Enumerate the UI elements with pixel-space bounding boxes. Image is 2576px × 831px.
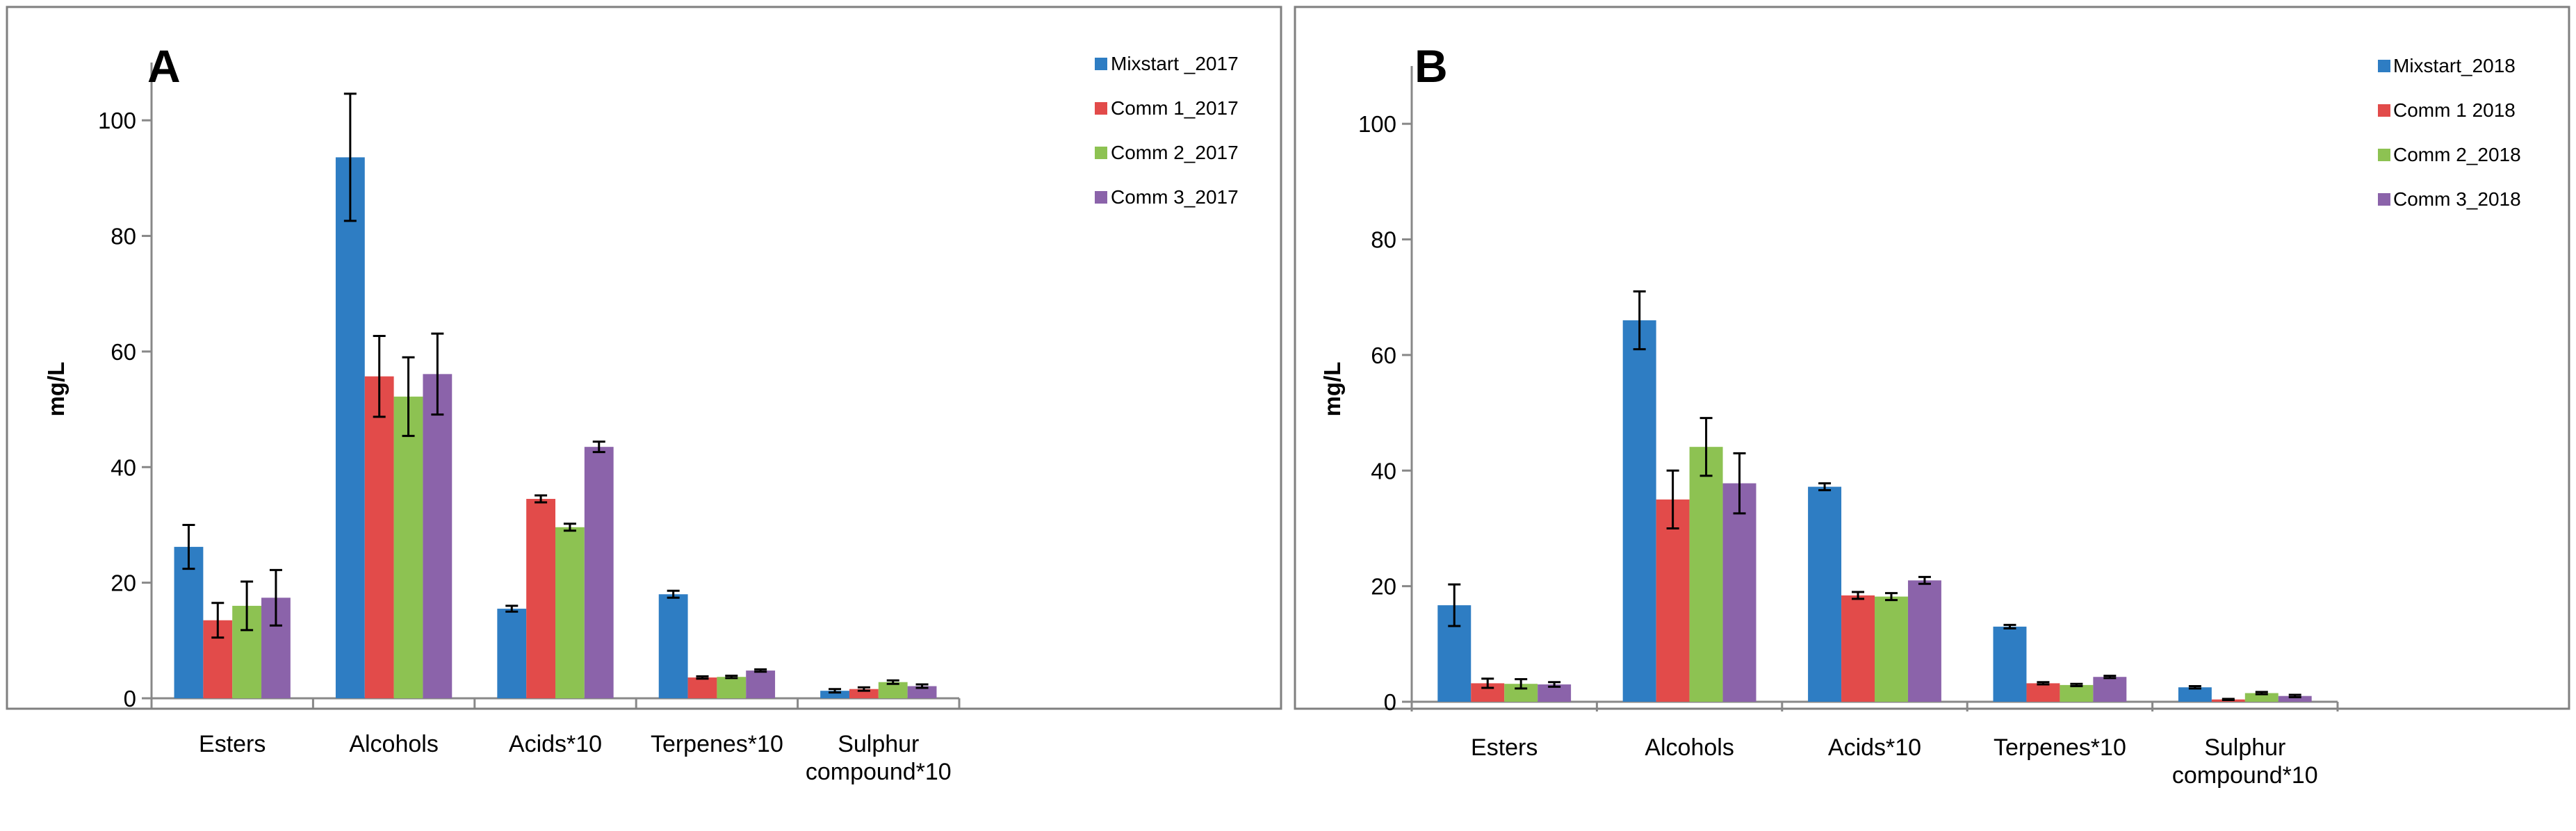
chart-a-bar [526,499,555,698]
chart-b-legend-swatch [2378,149,2390,161]
chart-b-legend-swatch [2378,60,2390,72]
chart-a-bar [497,609,527,698]
chart-a-category-label: Alcohols [349,731,439,757]
chart-a-legend-label: Comm 3_2017 [1111,186,1239,208]
chart-b-legend-swatch [2378,193,2390,206]
chart-b-bar [1993,626,2027,702]
chart-a-category-label: Acids*10 [509,731,602,757]
chart-b-y-tick-label: 80 [1371,227,1396,253]
chart-b-bar [1656,499,1690,702]
chart-a-svg: 0 20 40 60 80 100 Esters Alcohols Acids*10 Terpen… [6,6,1282,785]
chart-a-bar [584,447,614,698]
chart-b-bar [1722,483,1756,702]
chart-a-legend-swatch [1095,147,1107,159]
chart-b-bar [2026,683,2060,702]
chart-b-bar [1907,580,1941,702]
chart-a-bar [174,547,204,698]
chart-b-bar [2244,693,2279,702]
chart-b-bar [2060,684,2094,702]
chart-b-svg: 0 20 40 60 80 100 Esters Alcohols Acids*10 Terpen… [1294,6,2570,789]
chart-a-bar [849,689,879,698]
chart-a-legend-swatch [1095,58,1107,70]
chart-a-panel-label: A [147,40,181,92]
chart-b-bar [2178,687,2212,702]
chart-a-bar [717,677,747,698]
chart-a-bar [907,686,937,698]
chart-b-legend-swatch [2378,104,2390,117]
chart-b-bar [1808,486,1842,702]
chart-b-category-label: Acids*10 [1828,734,1921,761]
chart-a-bar [555,527,585,698]
chart-b-y-tick-label: 60 [1371,343,1396,368]
chart-a-legend-label: Comm 2_2017 [1111,142,1239,163]
chart-b-legend-label: Comm 3_2018 [2393,188,2521,210]
chart-b-legend-label: Mixstart_2018 [2393,55,2516,76]
chart-a-category-label: Esters [199,731,266,757]
chart-a-bar [393,396,423,698]
chart-b-y-axis-label: mg/L [1319,362,1345,417]
chart-b-bar [1875,596,1908,702]
chart-a-category-label: compound*10 [806,759,952,785]
chart-b-category-label: compound*10 [2172,762,2318,789]
chart-a-category-label: Sulphur [838,731,919,757]
chart-b-y-tick-label: 0 [1384,689,1396,715]
chart-a-legend-swatch [1095,191,1107,204]
chart-a-bar [658,594,688,698]
chart-a-y-tick-label: 0 [124,686,136,711]
chart-a-y-tick-label: 20 [111,570,136,596]
chart-b-bar [1622,320,1656,702]
chart-b-plot-frame [1294,6,2570,710]
chart-b-y-tick-label: 40 [1371,458,1396,484]
chart-a-y-tick-label: 40 [111,454,136,480]
chart-b-category-label: Terpenes*10 [1994,734,2126,761]
chart-a-legend-label: Comm 1_2017 [1111,97,1239,119]
chart-a-y-axis-label: mg/L [43,362,69,417]
chart-b-category-label: Sulphur [2204,734,2285,761]
chart-b-category-label: Alcohols [1645,734,1734,761]
chart-a-category-label: Terpenes*10 [651,731,783,757]
chart-a-y-tick-label: 60 [111,339,136,365]
chart-b-legend-label: Comm 2_2018 [2393,144,2521,165]
chart-b-y-tick-label: 20 [1371,574,1396,600]
chart-b-bar [1689,447,1723,702]
chart-a-bar [878,682,908,698]
chart-a-bar [820,691,849,698]
chart-a-bar [687,677,717,698]
chart-a-legend-swatch [1095,102,1107,115]
chart-a-y-tick-label: 80 [111,224,136,249]
chart-b-category-label: Esters [1471,734,1538,761]
chart-a-y-tick-label: 100 [98,108,136,133]
chart-b-bar [2278,696,2312,702]
chart-b: 0 20 40 60 80 100 Esters Alcohols Acids*10 Terpen… [1288,0,2576,831]
chart-b-bar [2093,677,2127,702]
chart-b-legend-label: Comm 1 2018 [2393,99,2516,121]
chart-a-legend-label: Mixstart _2017 [1111,53,1239,74]
chart-a-bar [423,374,453,698]
chart-b-panel-label: B [1415,40,1448,92]
chart-b-bar [1841,595,1875,702]
chart-a-bar [335,157,365,698]
chart-a-bar [364,376,394,698]
chart-a-bar [746,670,776,698]
chart-a-plot-frame [6,6,1282,710]
chart-a: 0 20 40 60 80 100 Esters Alcohols Acids*10 Terpen… [6,6,1282,785]
chart-b-y-tick-label: 100 [1358,111,1396,137]
